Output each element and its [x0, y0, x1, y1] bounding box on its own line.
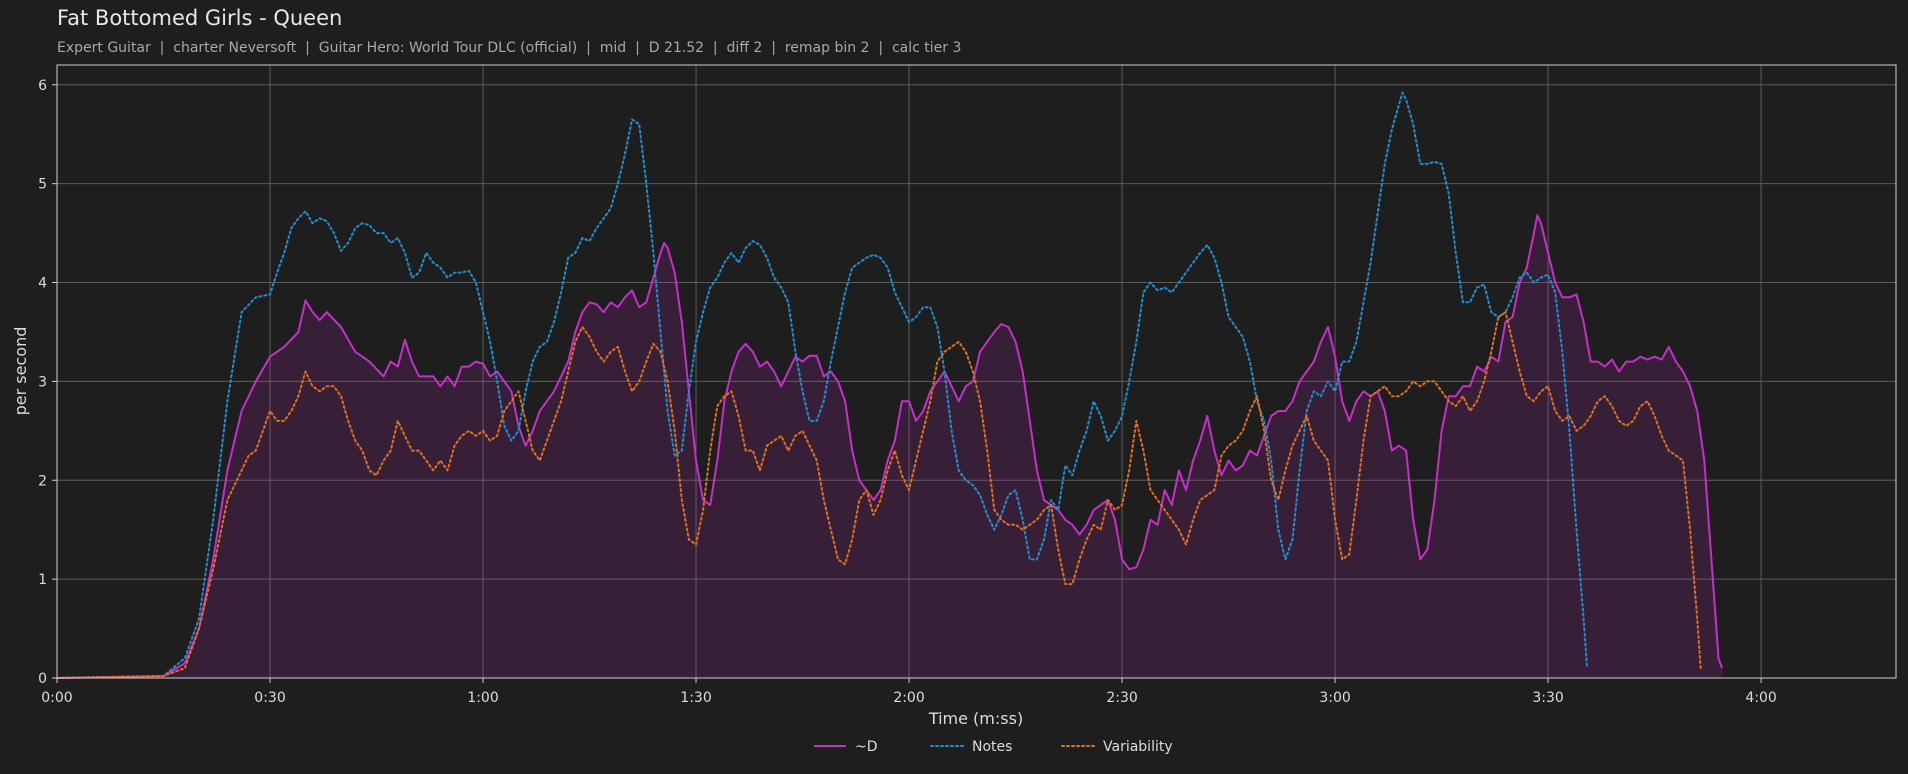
plot-background — [57, 65, 1896, 678]
x-axis-label: Time (m:ss) — [928, 709, 1023, 728]
y-tick-label: 3 — [38, 374, 47, 390]
x-tick-label: 3:00 — [1319, 690, 1350, 706]
y-tick-label: 5 — [38, 177, 47, 193]
x-tick-label: 2:30 — [1106, 690, 1137, 706]
y-tick-label: 2 — [38, 473, 47, 489]
x-tick-label: 3:30 — [1532, 690, 1563, 706]
x-tick-label: 2:00 — [893, 690, 924, 706]
series-line-layer — [56, 91, 1723, 679]
plot-frame — [56, 64, 1897, 679]
x-tick-label: 4:00 — [1745, 690, 1776, 706]
series-fill-layer — [57, 215, 1722, 679]
y-tick-label: 1 — [38, 572, 47, 588]
x-tick-label: 0:00 — [41, 690, 72, 706]
chart-title: Fat Bottomed Girls - Queen — [57, 6, 343, 30]
legend-label-1: Notes — [972, 739, 1012, 755]
x-tick-label: 1:30 — [680, 690, 711, 706]
y-tick-label: 4 — [38, 276, 47, 292]
series-line-2 — [56, 311, 1702, 679]
legend-label-0: ~D — [855, 739, 878, 755]
series-area-0 — [57, 215, 1722, 679]
series-line-1 — [56, 91, 1589, 679]
x-tick-label: 0:30 — [254, 690, 285, 706]
y-tick-label: 6 — [38, 78, 47, 94]
chart-subtitle: Expert Guitar | charter Neversoft | Guit… — [57, 40, 962, 56]
y-tick-label: 0 — [38, 671, 47, 687]
axis-ticks: 0:00 0:30 1:00 1:30 2:00 2:30 3:00 3:30 4:00 0 1 2 3… — [38, 78, 1777, 706]
legend: ~D Notes Variability — [814, 739, 1173, 755]
x-tick-label: 1:00 — [467, 690, 498, 706]
y-axis-label: per second — [11, 327, 30, 416]
legend-label-2: Variability — [1103, 739, 1173, 755]
